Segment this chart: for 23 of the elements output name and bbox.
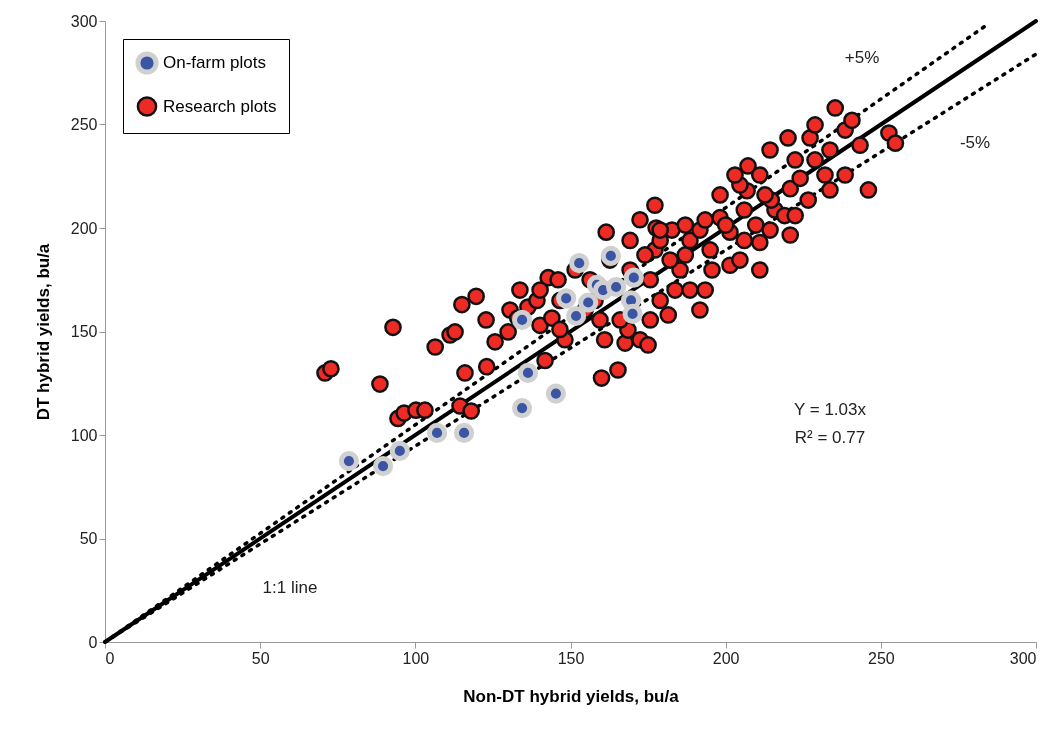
annotation: -5%: [959, 133, 991, 152]
x-tick-label: 100: [402, 649, 430, 667]
x-tick-label: 0: [105, 649, 115, 667]
x-axis-title: Non-DT hybrid yields, bu/a: [463, 686, 680, 706]
x-tick-label: 150: [557, 649, 585, 667]
x-tick-label: 200: [712, 649, 740, 667]
y-tick-label: 0: [88, 633, 98, 651]
legend-label: On-farm plots: [163, 53, 266, 72]
y-tick-label: 100: [70, 426, 98, 444]
annotation: R² = 0.77: [794, 428, 866, 447]
y-axis-title: DT hybrid yields, bu/a: [33, 243, 53, 421]
x-tick-label: 250: [867, 649, 895, 667]
y-tick-label: 300: [70, 12, 98, 30]
annotation: +5%: [844, 48, 880, 67]
y-tick-label: 250: [70, 116, 98, 133]
annotation: 1:1 line: [262, 578, 318, 597]
y-tick-label: 150: [70, 323, 98, 340]
annotation: Y = 1.03x: [794, 400, 867, 419]
x-tick-label: 300: [1009, 649, 1037, 667]
legend-label: Research plots: [163, 96, 277, 116]
y-tick-label: 200: [70, 219, 98, 237]
x-tick-label: 50: [251, 649, 270, 667]
y-tick-label: 50: [79, 530, 98, 547]
